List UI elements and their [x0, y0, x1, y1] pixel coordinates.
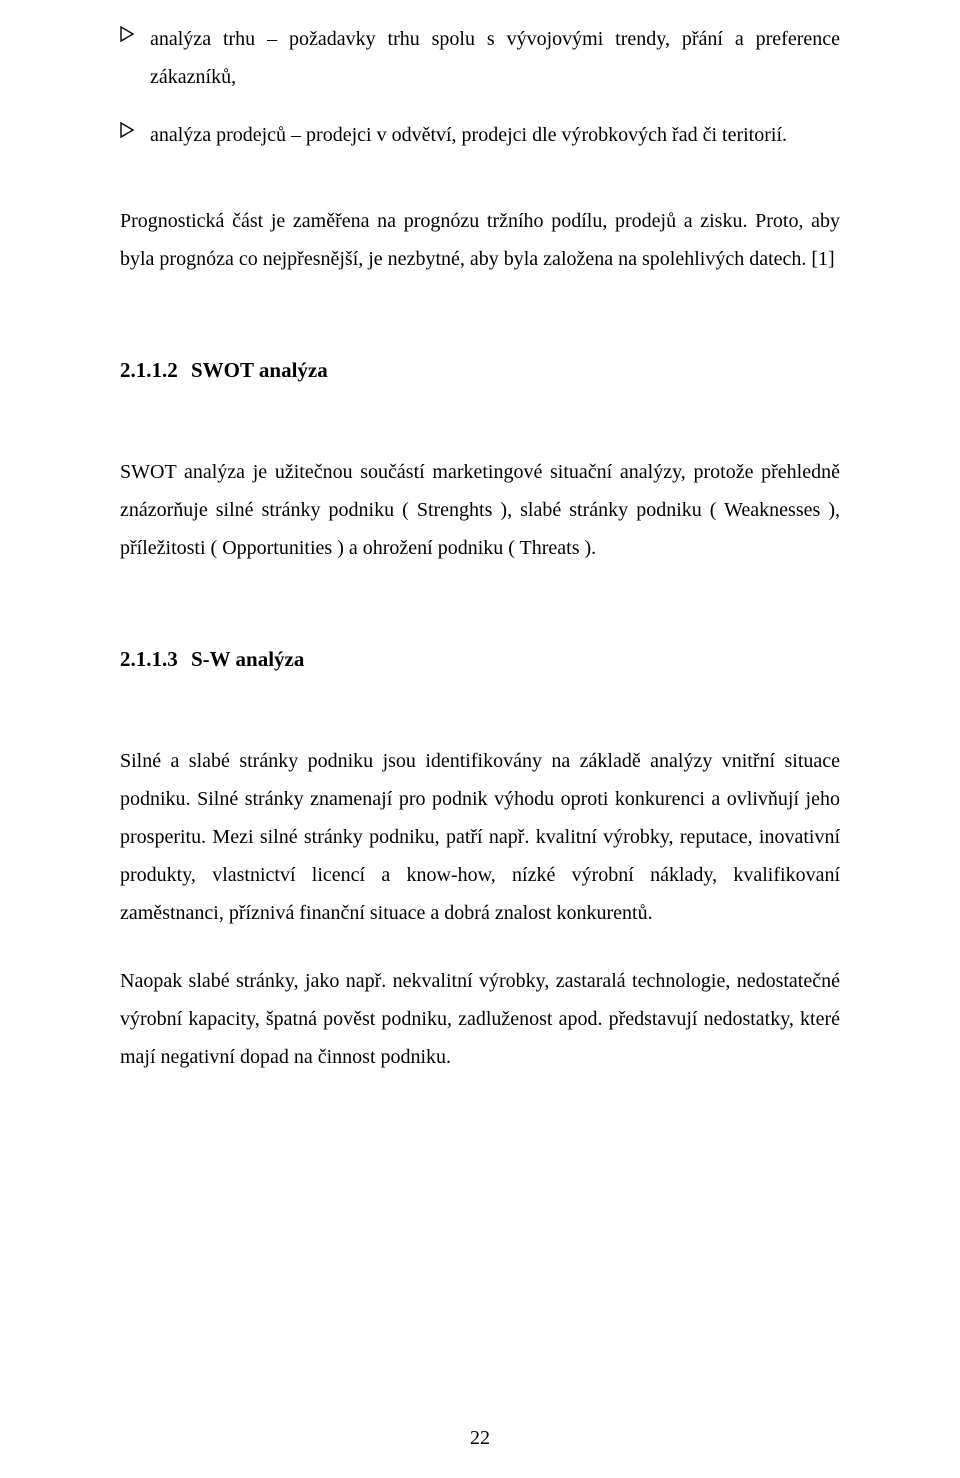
paragraph-sw-1: Silné a slabé stránky podniku jsou ident…: [120, 742, 840, 932]
list-item: analýza trhu – požadavky trhu spolu s vý…: [120, 20, 840, 96]
heading-number: 2.1.1.3: [120, 647, 178, 671]
paragraph-sw-2: Naopak slabé stránky, jako např. nekvali…: [120, 962, 840, 1076]
heading-text: S-W analýza: [191, 647, 304, 671]
list-item: analýza prodejců – prodejci v odvětví, p…: [120, 116, 840, 154]
document-page: analýza trhu – požadavky trhu spolu s vý…: [0, 0, 960, 1478]
bullet-list: analýza trhu – požadavky trhu spolu s vý…: [120, 20, 840, 154]
list-item-text: analýza trhu – požadavky trhu spolu s vý…: [150, 20, 840, 96]
triangle-bullet-icon: [120, 26, 134, 42]
paragraph-prognosticka: Prognostická část je zaměřena na prognóz…: [120, 202, 840, 278]
heading-sw: 2.1.1.3 S-W analýza: [120, 647, 840, 672]
heading-swot: 2.1.1.2 SWOT analýza: [120, 358, 840, 383]
heading-number: 2.1.1.2: [120, 358, 178, 382]
heading-text: SWOT analýza: [191, 358, 328, 382]
paragraph-swot: SWOT analýza je užitečnou součástí marke…: [120, 453, 840, 567]
page-number: 22: [0, 1427, 960, 1450]
list-item-text: analýza prodejců – prodejci v odvětví, p…: [150, 116, 840, 154]
triangle-bullet-icon: [120, 122, 134, 138]
